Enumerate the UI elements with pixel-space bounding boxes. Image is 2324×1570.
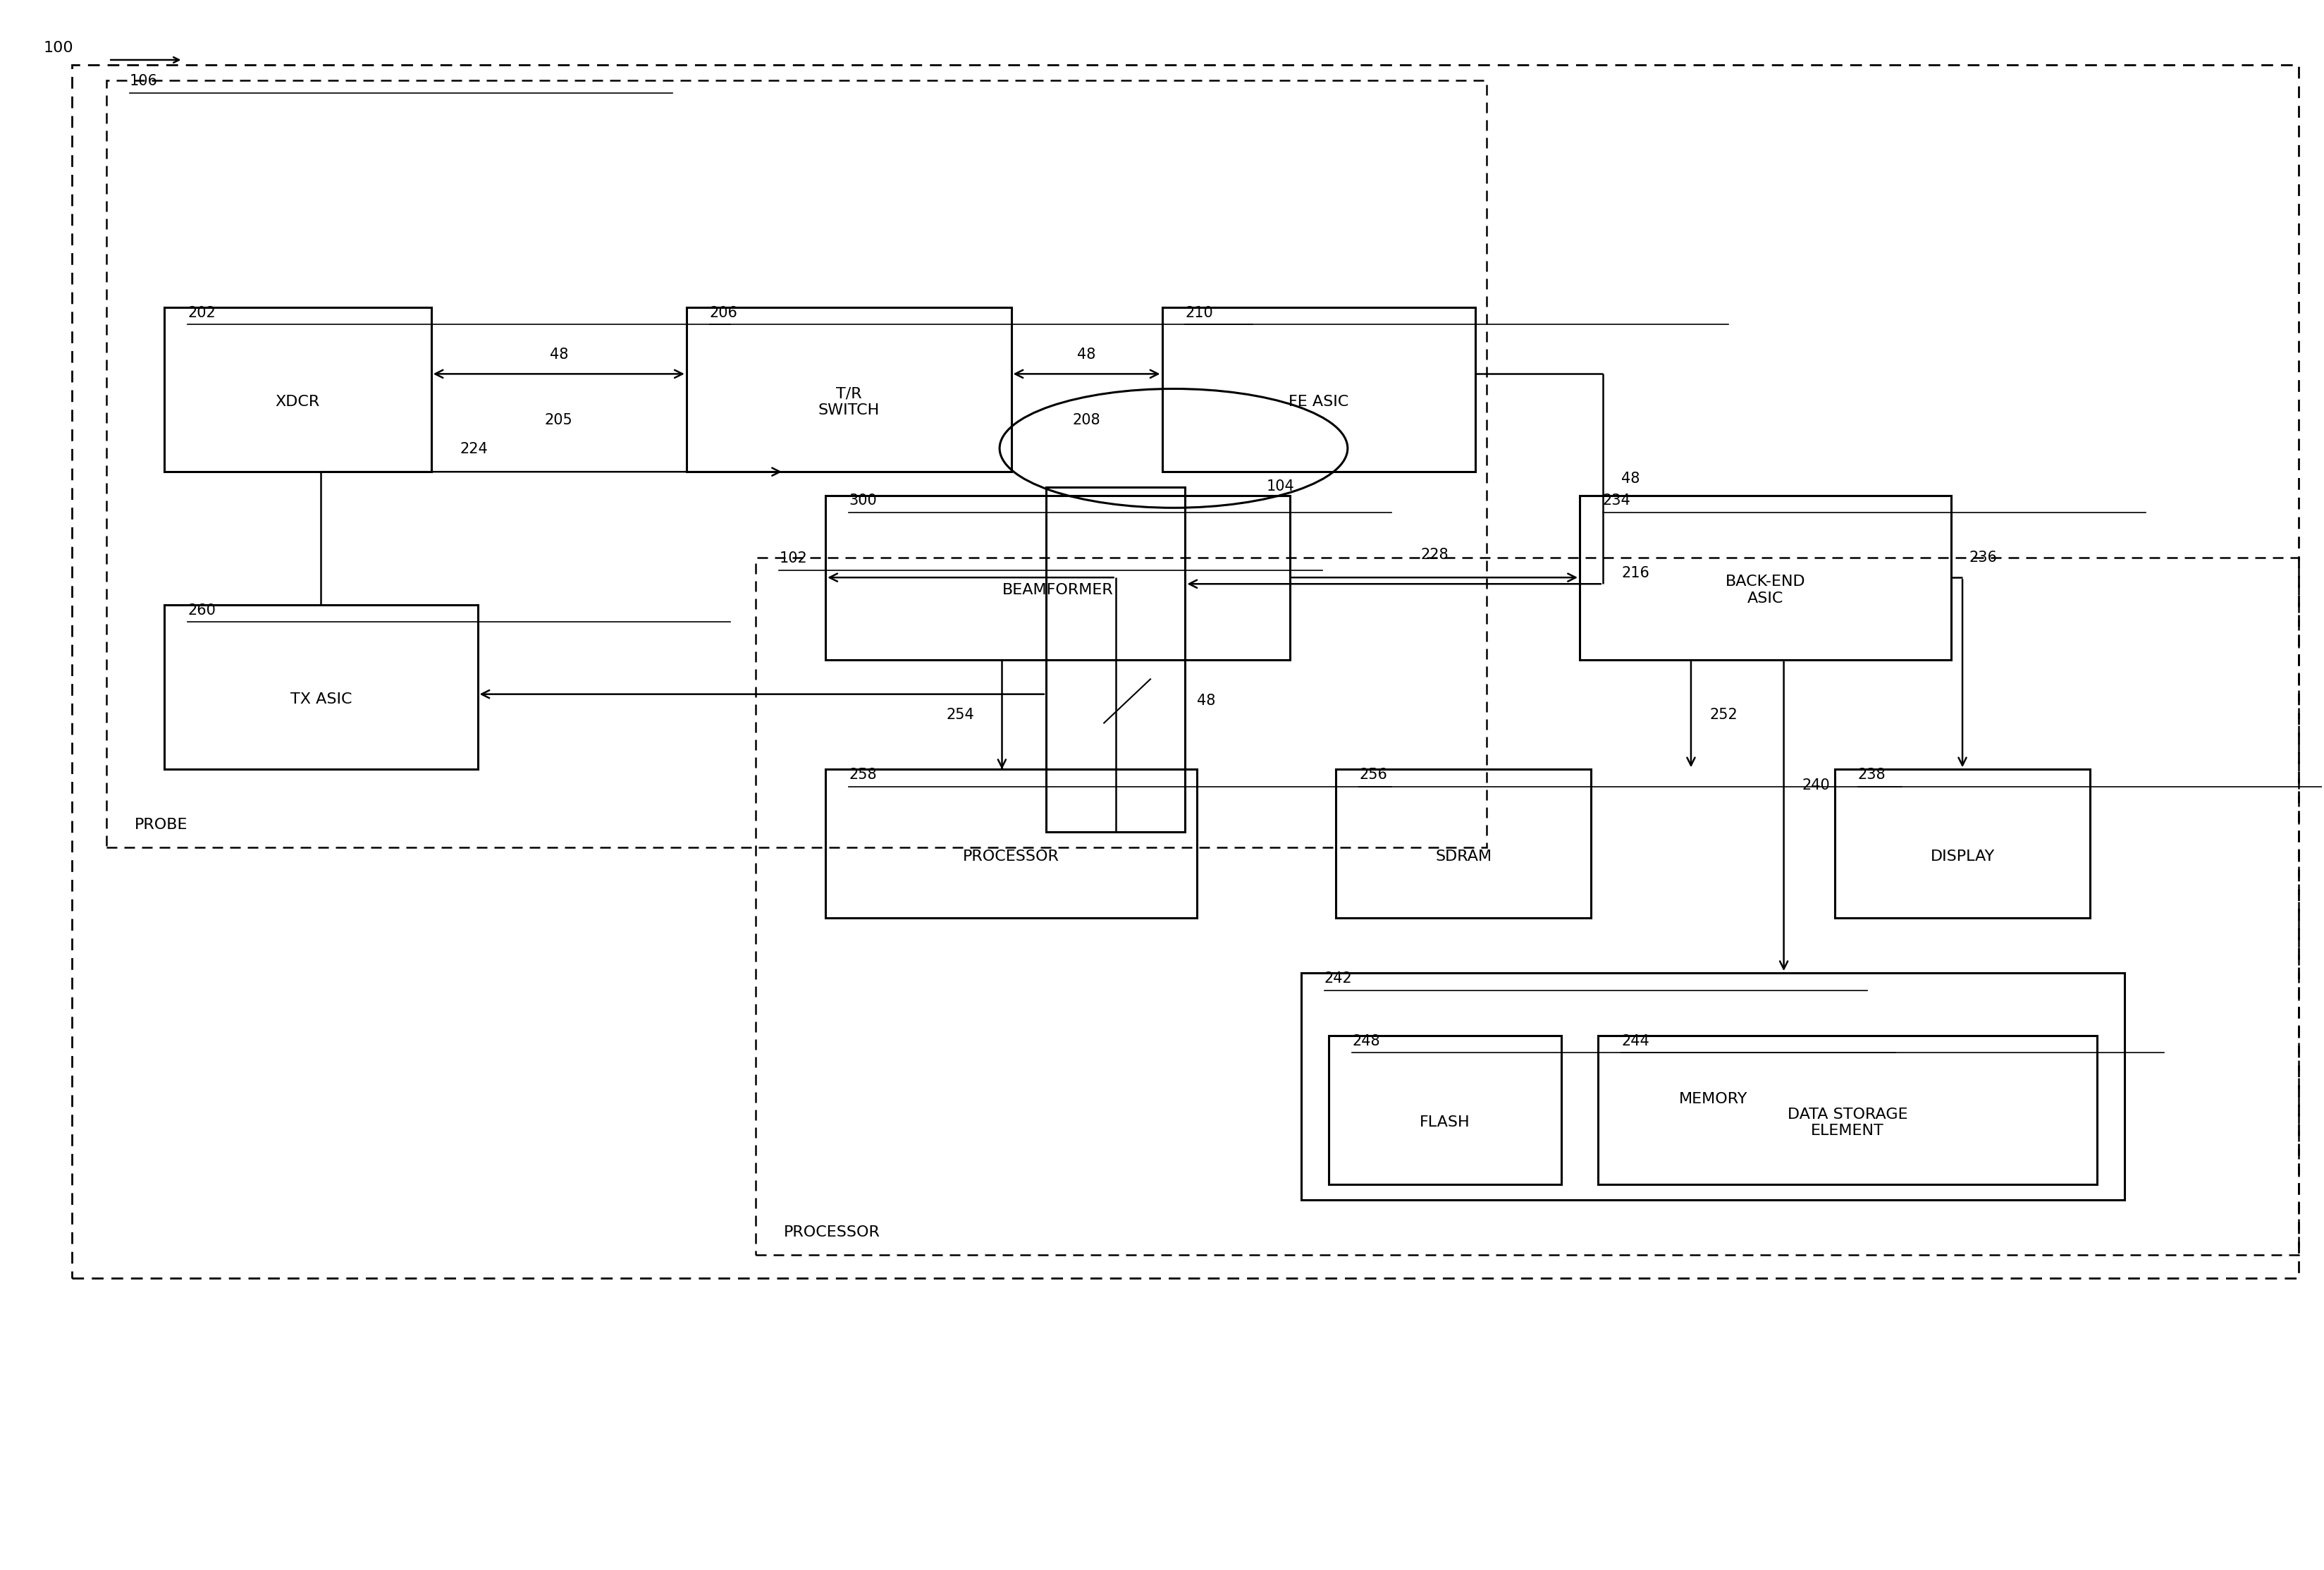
Text: 258: 258 [848,768,876,782]
Text: XDCR: XDCR [277,396,321,410]
Text: 205: 205 [544,413,572,427]
Bar [755,557,2298,1254]
Text: 224: 224 [460,443,488,457]
Text: 228: 228 [1420,548,1448,562]
Bar [1336,769,1592,918]
Text: FLASH: FLASH [1420,1115,1471,1129]
Text: 48: 48 [1197,694,1215,708]
Text: 104: 104 [1267,479,1294,493]
Text: 248: 248 [1353,1035,1380,1049]
Text: 234: 234 [1604,493,1631,507]
Bar [825,769,1197,918]
Text: 256: 256 [1360,768,1387,782]
Text: 300: 300 [848,493,876,507]
Text: DISPLAY: DISPLAY [1931,849,1994,864]
Text: 236: 236 [1968,551,1999,565]
Text: 216: 216 [1622,565,1650,579]
Text: BACK-END
ASIC: BACK-END ASIC [1724,575,1806,606]
Text: 48: 48 [548,347,567,361]
Text: BEAMFORMER: BEAMFORMER [1002,582,1113,597]
Text: 48: 48 [1078,347,1097,361]
Bar [1836,769,2089,918]
Text: 102: 102 [779,551,806,565]
Text: 254: 254 [946,708,974,722]
Text: PROCESSOR: PROCESSOR [783,1225,881,1239]
Bar [686,308,1011,471]
Bar [1301,973,2124,1199]
Text: 252: 252 [1710,708,1738,722]
Text: PROBE: PROBE [135,818,188,832]
Text: FE ASIC: FE ASIC [1287,396,1348,410]
Text: 240: 240 [1803,779,1831,791]
Text: DATA STORAGE
ELEMENT: DATA STORAGE ELEMENT [1787,1107,1908,1138]
Text: 260: 260 [188,603,216,617]
Bar [107,80,1487,848]
Bar [1329,1036,1562,1184]
Text: 242: 242 [1325,972,1353,986]
Bar [825,495,1290,659]
Text: 106: 106 [130,74,158,88]
Text: PROCESSOR: PROCESSOR [962,849,1060,864]
Text: 208: 208 [1074,413,1102,427]
Text: SDRAM: SDRAM [1436,849,1492,864]
Bar [165,308,432,471]
Bar [1580,495,1950,659]
Text: 202: 202 [188,306,216,320]
Bar [1599,1036,2096,1184]
Bar [1046,487,1185,832]
Text: T/R
SWITCH: T/R SWITCH [818,386,878,418]
Text: 238: 238 [1857,768,1887,782]
Text: MEMORY: MEMORY [1678,1093,1748,1105]
Text: TX ASIC: TX ASIC [290,692,351,706]
Text: 206: 206 [709,306,737,320]
Text: 100: 100 [44,41,74,55]
Bar [165,604,476,769]
Text: 244: 244 [1622,1035,1650,1049]
Text: 210: 210 [1185,306,1213,320]
Bar [1162,308,1476,471]
Bar [72,64,2298,1278]
Text: 48: 48 [1622,473,1641,487]
